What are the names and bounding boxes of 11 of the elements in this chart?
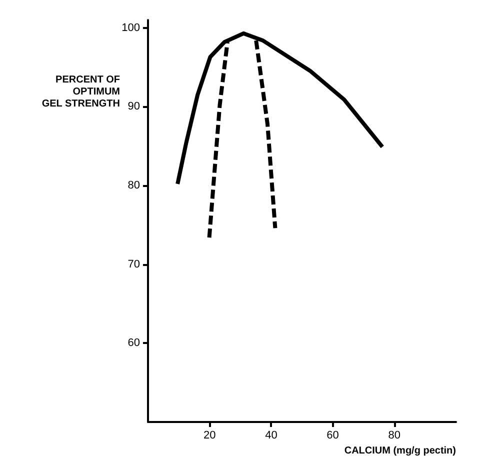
x-tick-label: 80 [388,430,401,442]
y-tick-label: 100 [122,22,140,34]
x-tick-label: 60 [326,430,339,442]
y-tick-label: 80 [128,180,140,192]
x-tick-label: 40 [265,430,278,442]
y-axis-title: PERCENT OF OPTIMUM GEL STRENGTH [42,74,120,110]
y-tick-label: 60 [128,337,140,350]
y-tick-label: 90 [128,100,140,113]
y-tick-label: 70 [128,258,140,270]
x-tick-label: 20 [203,430,216,442]
x-axis-title: CALCIUM (mg/g pectin) [344,446,456,456]
